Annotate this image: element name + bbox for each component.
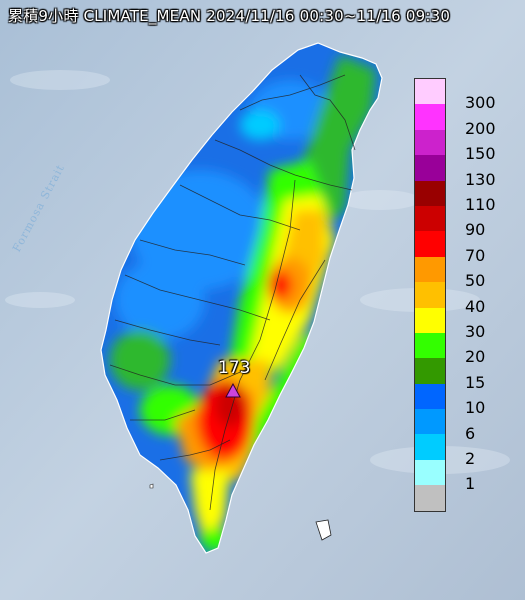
legend-label: 30 [465, 322, 486, 341]
legend-label: 110 [465, 195, 496, 214]
peak-value-label: 173 [218, 358, 251, 378]
legend-label: 50 [465, 271, 486, 291]
legend-label: 6 [465, 423, 476, 443]
island-liuqiu [149, 483, 154, 489]
legend-label: 200 [465, 118, 496, 138]
legend-label: 1 [465, 474, 476, 494]
legend-swatch [415, 434, 445, 460]
legend-swatch [415, 129, 445, 156]
legend-swatch [415, 256, 445, 283]
legend-label: 150 [465, 144, 496, 164]
legend-swatch [415, 409, 445, 435]
map-title: 累積9小時 CLIMATE_MEAN 2024/11/16 00:30~11/1… [8, 7, 451, 25]
legend-label: 40 [465, 296, 486, 316]
legend-swatch [415, 383, 445, 410]
legend-swatch [415, 307, 445, 333]
legend-swatch [415, 79, 445, 105]
legend-label: 90 [465, 220, 486, 240]
coastline [100, 42, 383, 554]
peak-marker [225, 382, 241, 398]
legend-swatch [415, 459, 445, 486]
legend-swatch [415, 104, 445, 130]
legend-swatch [415, 155, 445, 181]
county-boundaries [109, 74, 356, 511]
legend-swatch [415, 180, 445, 206]
legend-label: 10 [465, 398, 486, 418]
color-legend [414, 78, 446, 512]
island-lanyu [315, 519, 332, 541]
legend-labels: 300 200 150 130 110 90 70 50 40 30 20 15 10 6 2 1 [456, 0, 516, 600]
legend-label: 70 [465, 245, 486, 265]
legend-label: 2 [465, 449, 476, 468]
legend-swatch [415, 332, 445, 359]
legend-label: 20 [465, 347, 486, 367]
legend-swatch [415, 282, 445, 308]
legend-label: 15 [465, 372, 486, 392]
legend-swatch [415, 231, 445, 257]
legend-swatch [415, 358, 445, 384]
legend-label: 300 [465, 93, 496, 113]
legend-swatch [415, 485, 445, 511]
legend-swatch [415, 205, 445, 232]
legend-label: 130 [465, 169, 496, 189]
